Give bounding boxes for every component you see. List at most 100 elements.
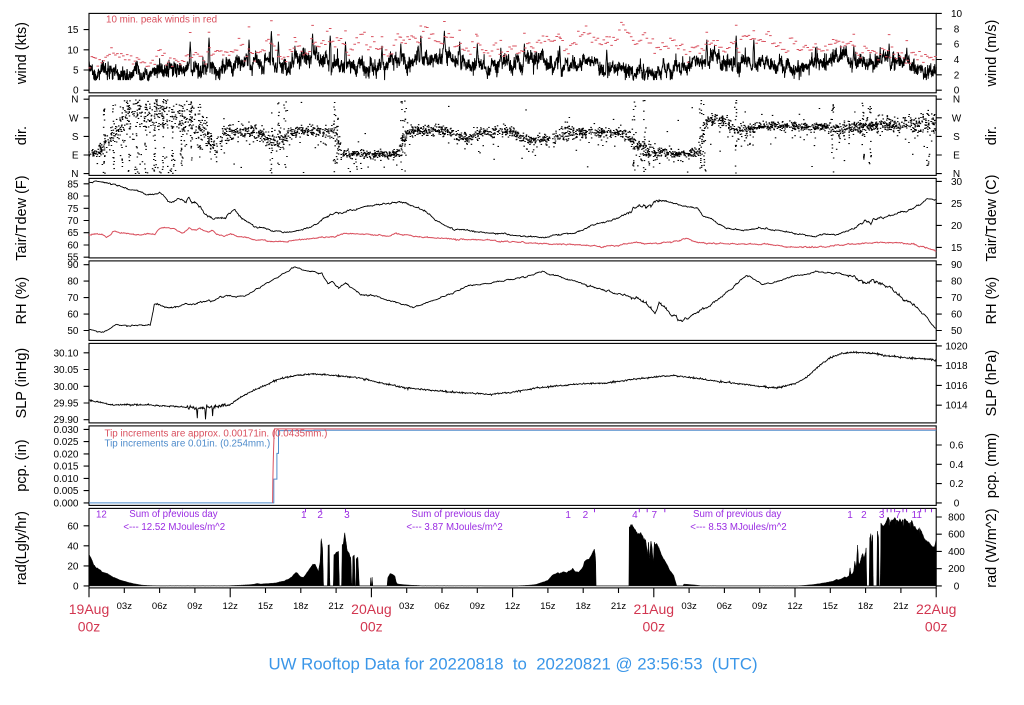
svg-text:18z: 18z bbox=[293, 601, 309, 612]
svg-text:3: 3 bbox=[344, 510, 350, 521]
svg-text:Tair/Tdew (F): Tair/Tdew (F) bbox=[14, 175, 30, 260]
svg-text:55: 55 bbox=[67, 253, 79, 264]
svg-text:19Aug: 19Aug bbox=[69, 601, 109, 617]
svg-text:50: 50 bbox=[67, 326, 79, 337]
svg-text:15: 15 bbox=[67, 25, 79, 36]
svg-text:20Aug: 20Aug bbox=[351, 601, 391, 617]
svg-text:00z: 00z bbox=[925, 619, 948, 635]
svg-text:10: 10 bbox=[67, 45, 79, 56]
svg-text:25: 25 bbox=[951, 199, 963, 210]
svg-text:0: 0 bbox=[954, 581, 960, 592]
svg-text:2: 2 bbox=[954, 70, 960, 81]
svg-text:40: 40 bbox=[67, 541, 79, 552]
svg-text:09z: 09z bbox=[752, 601, 768, 612]
svg-text:50: 50 bbox=[951, 326, 963, 337]
svg-text:pcp. (mm): pcp. (mm) bbox=[984, 433, 1000, 498]
svg-text:00z: 00z bbox=[78, 619, 101, 635]
svg-text:1018: 1018 bbox=[945, 361, 968, 372]
svg-text:85: 85 bbox=[67, 179, 79, 190]
svg-text:rad (W/m^2): rad (W/m^2) bbox=[984, 508, 1000, 587]
svg-text:0.000: 0.000 bbox=[53, 498, 78, 509]
svg-text:30.10: 30.10 bbox=[53, 348, 78, 359]
svg-text:0: 0 bbox=[73, 86, 79, 97]
svg-text:Sum of previous day: Sum of previous day bbox=[693, 509, 781, 520]
svg-text:90: 90 bbox=[67, 260, 79, 271]
svg-text:60: 60 bbox=[67, 241, 79, 252]
svg-text:0.005: 0.005 bbox=[53, 486, 78, 497]
svg-text:200: 200 bbox=[948, 564, 965, 575]
svg-text:06z: 06z bbox=[717, 601, 733, 612]
svg-text:80: 80 bbox=[67, 192, 79, 203]
svg-text:5: 5 bbox=[73, 66, 79, 77]
svg-text:1016: 1016 bbox=[945, 381, 968, 392]
svg-text:20: 20 bbox=[951, 221, 963, 232]
svg-text:11: 11 bbox=[912, 510, 923, 521]
svg-text:70: 70 bbox=[67, 293, 79, 304]
svg-text:20: 20 bbox=[67, 561, 79, 572]
svg-text:15z: 15z bbox=[258, 601, 274, 612]
svg-text:03z: 03z bbox=[399, 601, 415, 612]
svg-text:06z: 06z bbox=[434, 601, 450, 612]
svg-text:800: 800 bbox=[948, 513, 965, 524]
svg-text:7: 7 bbox=[652, 510, 658, 521]
svg-text:N: N bbox=[953, 169, 960, 180]
svg-text:21z: 21z bbox=[893, 601, 909, 612]
svg-text:4: 4 bbox=[954, 55, 960, 66]
svg-text:0.2: 0.2 bbox=[950, 479, 964, 490]
svg-text:1: 1 bbox=[847, 510, 853, 521]
svg-text:90: 90 bbox=[951, 260, 963, 271]
svg-text:15z: 15z bbox=[823, 601, 839, 612]
svg-text:wind (kts): wind (kts) bbox=[14, 22, 30, 85]
svg-text:E: E bbox=[72, 151, 79, 162]
svg-text:0.025: 0.025 bbox=[53, 437, 78, 448]
svg-text:pcp. (in): pcp. (in) bbox=[14, 439, 30, 491]
svg-text:S: S bbox=[953, 132, 960, 143]
svg-text:0.010: 0.010 bbox=[53, 474, 78, 485]
svg-text:Sum of previous day: Sum of previous day bbox=[411, 509, 499, 520]
svg-text:6: 6 bbox=[954, 40, 960, 51]
svg-text:rad(Lgly/hr): rad(Lgly/hr) bbox=[14, 511, 30, 585]
svg-text:N: N bbox=[71, 95, 78, 106]
svg-text:1: 1 bbox=[565, 510, 571, 521]
svg-text:0: 0 bbox=[954, 86, 960, 97]
svg-text:600: 600 bbox=[948, 530, 965, 541]
svg-text:1014: 1014 bbox=[945, 401, 968, 412]
svg-text:60: 60 bbox=[67, 310, 79, 321]
svg-text:00z: 00z bbox=[643, 619, 666, 635]
svg-text:15: 15 bbox=[951, 243, 963, 254]
svg-text:4: 4 bbox=[632, 510, 638, 521]
svg-text:SLP (inHg): SLP (inHg) bbox=[14, 348, 30, 419]
svg-text:N: N bbox=[953, 95, 960, 106]
svg-text:<--- 12.52 MJoules/m^2: <--- 12.52 MJoules/m^2 bbox=[123, 522, 225, 533]
svg-text:18z: 18z bbox=[858, 601, 874, 612]
svg-text:29.95: 29.95 bbox=[53, 399, 78, 410]
svg-text:0.020: 0.020 bbox=[53, 449, 78, 460]
svg-text:wind (m/s): wind (m/s) bbox=[984, 20, 1000, 88]
svg-text:29.90: 29.90 bbox=[53, 415, 78, 426]
svg-text:65: 65 bbox=[67, 228, 79, 239]
svg-text:Sum of previous day: Sum of previous day bbox=[129, 509, 217, 520]
svg-text:1020: 1020 bbox=[945, 341, 968, 352]
svg-text:0.015: 0.015 bbox=[53, 462, 78, 473]
svg-text:RH (%): RH (%) bbox=[14, 277, 30, 325]
svg-text:dir.: dir. bbox=[14, 126, 30, 145]
svg-text:03z: 03z bbox=[117, 601, 133, 612]
svg-text:10 min. peak winds in red: 10 min. peak winds in red bbox=[106, 15, 217, 26]
svg-text:Tip increments are 0.01in. (0.: Tip increments are 0.01in. (0.254mm.) bbox=[105, 439, 271, 450]
svg-text:0.6: 0.6 bbox=[950, 441, 964, 452]
svg-text:W: W bbox=[69, 113, 79, 124]
svg-text:0.030: 0.030 bbox=[53, 425, 78, 436]
svg-text:21z: 21z bbox=[611, 601, 627, 612]
svg-text:06z: 06z bbox=[152, 601, 168, 612]
svg-text:SLP (hPa): SLP (hPa) bbox=[984, 350, 1000, 417]
svg-text:15z: 15z bbox=[540, 601, 556, 612]
svg-text:22Aug: 22Aug bbox=[916, 601, 956, 617]
svg-text:UW Rooftop Data for 20220818: UW Rooftop Data for 20220818 to 20220821… bbox=[268, 655, 757, 674]
svg-text:10: 10 bbox=[951, 9, 963, 20]
svg-text:12z: 12z bbox=[223, 601, 239, 612]
svg-text:400: 400 bbox=[948, 547, 965, 558]
svg-text:0: 0 bbox=[954, 498, 960, 509]
svg-text:03z: 03z bbox=[681, 601, 697, 612]
svg-text:09z: 09z bbox=[187, 601, 203, 612]
svg-text:2: 2 bbox=[583, 510, 589, 521]
